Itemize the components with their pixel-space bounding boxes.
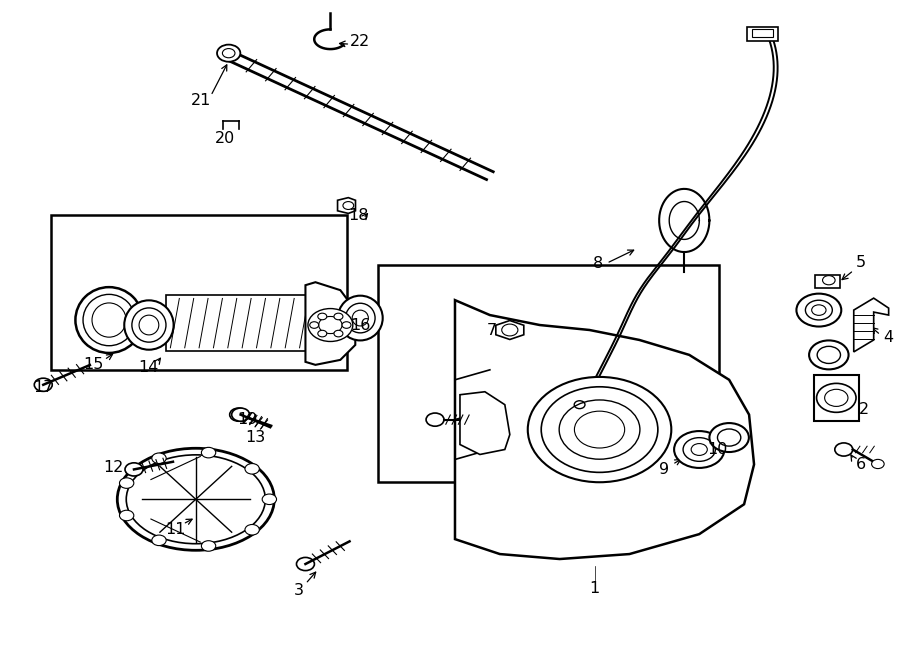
Circle shape — [823, 276, 835, 285]
Circle shape — [835, 443, 853, 456]
Circle shape — [334, 313, 343, 320]
Ellipse shape — [346, 303, 375, 333]
Text: 20: 20 — [214, 132, 235, 146]
Text: 19: 19 — [238, 412, 257, 427]
Text: 22: 22 — [350, 34, 371, 49]
Circle shape — [296, 557, 314, 570]
Text: 7: 7 — [487, 323, 497, 338]
Circle shape — [318, 330, 327, 337]
Ellipse shape — [126, 455, 266, 544]
Text: 5: 5 — [856, 254, 866, 270]
Polygon shape — [460, 392, 509, 455]
Circle shape — [824, 389, 848, 407]
Ellipse shape — [117, 448, 274, 551]
Text: 8: 8 — [592, 256, 603, 271]
Circle shape — [230, 408, 248, 421]
Circle shape — [806, 300, 832, 320]
Circle shape — [691, 444, 707, 455]
Circle shape — [574, 411, 625, 448]
Text: 21: 21 — [191, 93, 211, 108]
Circle shape — [125, 463, 143, 476]
Circle shape — [817, 346, 841, 364]
Circle shape — [245, 524, 259, 535]
Text: 1: 1 — [590, 582, 599, 596]
Circle shape — [231, 408, 249, 421]
Circle shape — [319, 317, 342, 334]
Circle shape — [343, 202, 354, 210]
Text: 13: 13 — [246, 430, 266, 445]
Circle shape — [812, 305, 826, 315]
Circle shape — [262, 494, 276, 504]
Ellipse shape — [140, 315, 158, 335]
Circle shape — [310, 322, 319, 329]
Bar — [747, 26, 778, 41]
Circle shape — [559, 400, 640, 459]
Ellipse shape — [76, 287, 143, 353]
Text: 11: 11 — [166, 522, 186, 537]
Text: 2: 2 — [859, 402, 868, 417]
Circle shape — [342, 322, 351, 329]
Ellipse shape — [132, 308, 166, 342]
Text: 12: 12 — [103, 460, 123, 475]
Text: 18: 18 — [348, 208, 368, 223]
Circle shape — [318, 313, 327, 320]
Circle shape — [709, 423, 749, 452]
Text: 17: 17 — [33, 380, 53, 395]
Circle shape — [120, 510, 134, 521]
Circle shape — [202, 447, 216, 458]
Ellipse shape — [338, 295, 382, 340]
Circle shape — [120, 478, 134, 488]
Circle shape — [308, 309, 353, 342]
Circle shape — [245, 463, 259, 474]
Text: 6: 6 — [856, 457, 866, 472]
Circle shape — [527, 377, 671, 483]
Polygon shape — [305, 282, 356, 365]
Polygon shape — [496, 321, 524, 340]
Bar — [166, 295, 330, 351]
Ellipse shape — [124, 300, 174, 350]
Circle shape — [202, 541, 216, 551]
Circle shape — [809, 340, 849, 369]
Circle shape — [816, 383, 856, 412]
Bar — [814, 375, 859, 421]
Text: 9: 9 — [660, 462, 670, 477]
Bar — [378, 264, 719, 482]
Circle shape — [796, 293, 842, 327]
Text: 14: 14 — [139, 360, 159, 375]
Circle shape — [426, 413, 444, 426]
Circle shape — [217, 44, 240, 61]
Bar — [752, 28, 773, 37]
Polygon shape — [455, 300, 754, 559]
Circle shape — [152, 453, 166, 463]
Bar — [815, 275, 841, 288]
Ellipse shape — [352, 310, 368, 326]
Text: 16: 16 — [350, 317, 371, 332]
Circle shape — [34, 378, 52, 391]
Circle shape — [871, 459, 884, 469]
Circle shape — [674, 431, 725, 468]
Ellipse shape — [92, 303, 126, 337]
Polygon shape — [338, 198, 356, 214]
Circle shape — [501, 324, 518, 336]
Polygon shape — [854, 298, 888, 352]
Text: 4: 4 — [884, 330, 894, 346]
Text: 10: 10 — [707, 442, 727, 457]
Circle shape — [334, 330, 343, 337]
Circle shape — [717, 429, 741, 446]
Circle shape — [152, 535, 166, 545]
Bar — [50, 215, 346, 370]
Circle shape — [541, 387, 658, 473]
Text: 3: 3 — [293, 584, 303, 598]
Ellipse shape — [83, 294, 135, 346]
Circle shape — [683, 438, 716, 461]
Text: 15: 15 — [83, 358, 104, 372]
